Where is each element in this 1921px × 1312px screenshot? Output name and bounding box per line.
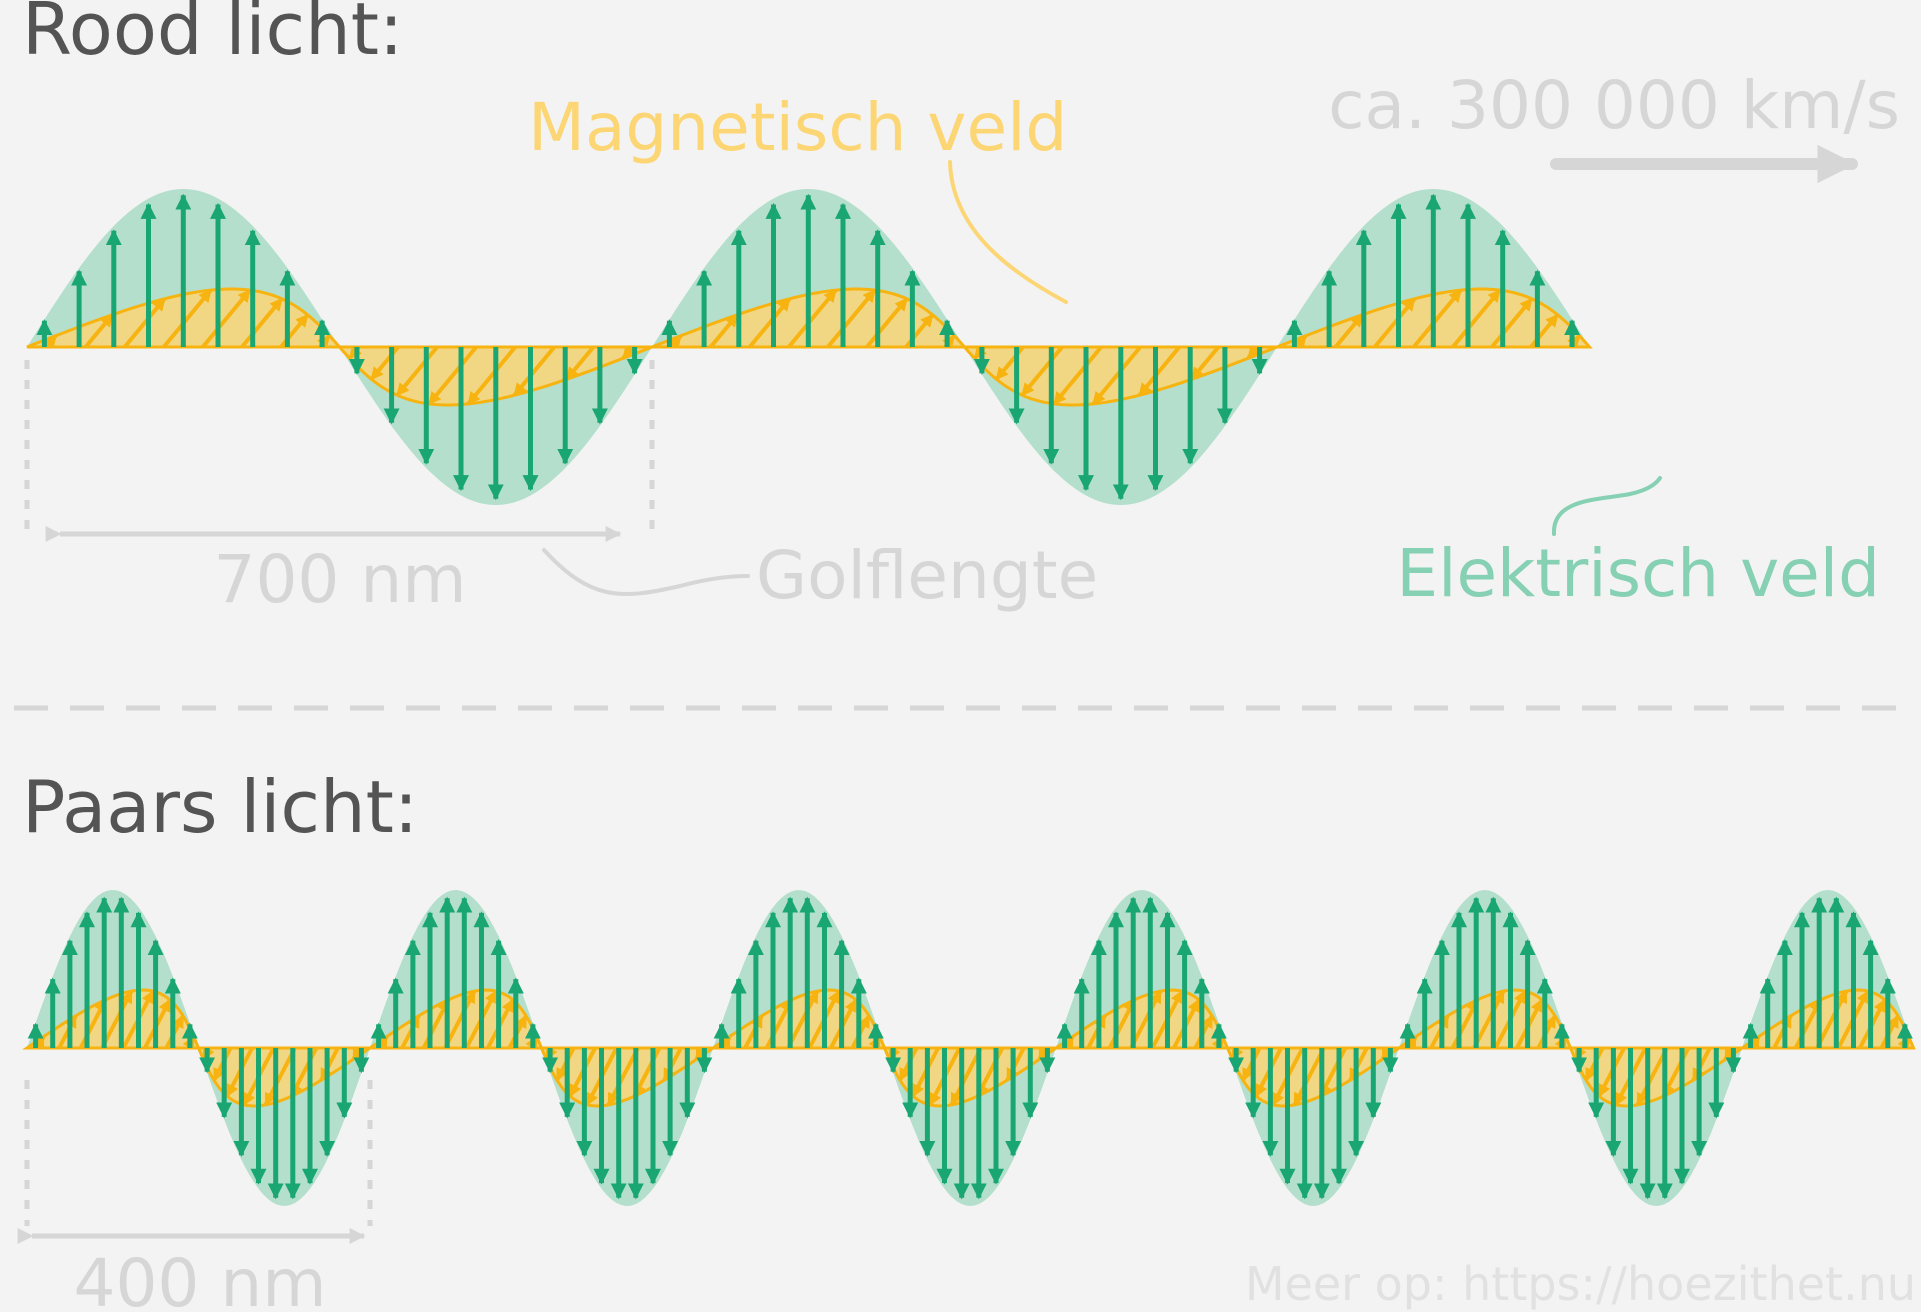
magnetic-field-arrow (1635, 1047, 1669, 1107)
magnetic-field-arrow (1451, 288, 1502, 349)
magnetic-field-arrow (1137, 345, 1181, 397)
magnetic-field-arrow (443, 989, 477, 1049)
magnetic-field-arrow (1020, 345, 1064, 397)
magnetic-field-arrow (1815, 989, 1849, 1049)
magnetic-field-arrow (512, 345, 556, 397)
magnetic-field-arrow (427, 345, 478, 406)
electric-field-label: Elektrisch veld (1396, 535, 1880, 612)
magnetic-field-arrow (787, 288, 838, 349)
magnetic-field-arrow (949, 1047, 983, 1107)
magnetic-field-arrow (1412, 288, 1463, 349)
magnetic-field-arrow (1490, 297, 1534, 349)
magnetic-field-arrow (1190, 345, 1220, 381)
magnetic-field-label: Magnetisch veld (528, 89, 1067, 166)
magnetic-field-arrow (84, 313, 114, 349)
magnetic-field-arrow (263, 1047, 297, 1107)
magnetic-field-arrow (826, 288, 877, 349)
magnetic-field-arrow (1373, 297, 1417, 349)
purple-light-wave (22, 890, 1916, 1206)
magnetic-field-arrow (201, 288, 252, 349)
magnetic-field-arrow (1052, 345, 1103, 406)
magnetic-field-arrow (240, 297, 284, 349)
magnetic-field-arrow (709, 313, 739, 349)
magnetic-field-arrow (1129, 989, 1163, 1049)
magnetic-field-arrow (1292, 1047, 1326, 1107)
purple-wavelength-value: 400 nm (73, 1245, 326, 1312)
magnetic-field-arrow (865, 297, 909, 349)
magnetic-field-arrow (606, 1047, 640, 1107)
magnetic-field-arrow (123, 297, 167, 349)
magnetic-field-arrow (100, 989, 134, 1049)
magnetic-field-callout (948, 160, 1068, 304)
magnetic-field-arrow (1472, 989, 1506, 1049)
magnetic-field-arrow (748, 297, 792, 349)
red-light-title: Rood licht: (22, 0, 403, 71)
red-wavelength-value: 700 nm (213, 541, 466, 618)
wavelength-callout (542, 548, 750, 596)
red-light-wave (26, 189, 1593, 505)
wavelength-label: Golflengte (756, 537, 1098, 614)
magnetic-field-arrow (162, 288, 213, 349)
magnetic-field-arrow (565, 345, 595, 381)
magnetic-field-arrow (395, 345, 439, 397)
magnetic-field-arrow (1091, 345, 1142, 406)
purple-light-title: Paars licht: (22, 765, 418, 849)
magnetic-field-arrow (786, 989, 820, 1049)
magnetic-field-arrow (1334, 313, 1364, 349)
electric-field-callout (1551, 476, 1662, 536)
magnetic-field-outline (26, 287, 1593, 407)
credit-text: Meer op: https://hoezithet.nu (1245, 1257, 1916, 1311)
magnetic-field-arrow (466, 345, 517, 406)
speed-label: ca. 300 000 km/s (1328, 67, 1900, 144)
